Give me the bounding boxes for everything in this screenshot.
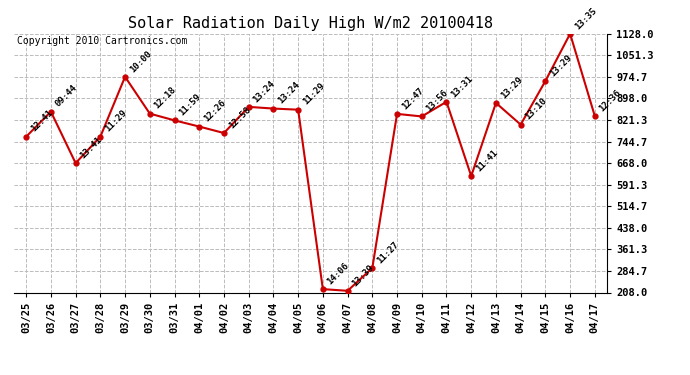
Text: 14:06: 14:06 <box>326 261 351 286</box>
Text: 13:10: 13:10 <box>524 96 549 122</box>
Text: 11:29: 11:29 <box>103 108 128 134</box>
Text: 13:29: 13:29 <box>499 75 524 100</box>
Title: Solar Radiation Daily High W/m2 20100418: Solar Radiation Daily High W/m2 20100418 <box>128 16 493 31</box>
Text: 13:24: 13:24 <box>251 79 277 104</box>
Text: 13:31: 13:31 <box>449 74 475 99</box>
Text: 12:47: 12:47 <box>400 86 425 111</box>
Text: 11:59: 11:59 <box>177 92 203 118</box>
Text: 12:18: 12:18 <box>152 86 178 111</box>
Text: 13:41: 13:41 <box>79 135 103 160</box>
Text: Copyright 2010 Cartronics.com: Copyright 2010 Cartronics.com <box>17 36 187 46</box>
Text: 12:41: 12:41 <box>29 108 55 134</box>
Text: 11:27: 11:27 <box>375 240 400 265</box>
Text: 13:39: 13:39 <box>351 262 376 288</box>
Text: 11:41: 11:41 <box>474 148 500 173</box>
Text: 13:29: 13:29 <box>548 53 573 78</box>
Text: 12:36: 12:36 <box>598 88 623 113</box>
Text: 12:58: 12:58 <box>227 105 252 130</box>
Text: 13:24: 13:24 <box>276 80 302 106</box>
Text: 13:35: 13:35 <box>573 6 598 31</box>
Text: 10:00: 10:00 <box>128 49 153 74</box>
Text: 12:26: 12:26 <box>202 98 228 124</box>
Text: 13:56: 13:56 <box>424 88 450 114</box>
Text: 09:44: 09:44 <box>54 84 79 109</box>
Text: 11:29: 11:29 <box>301 81 326 107</box>
